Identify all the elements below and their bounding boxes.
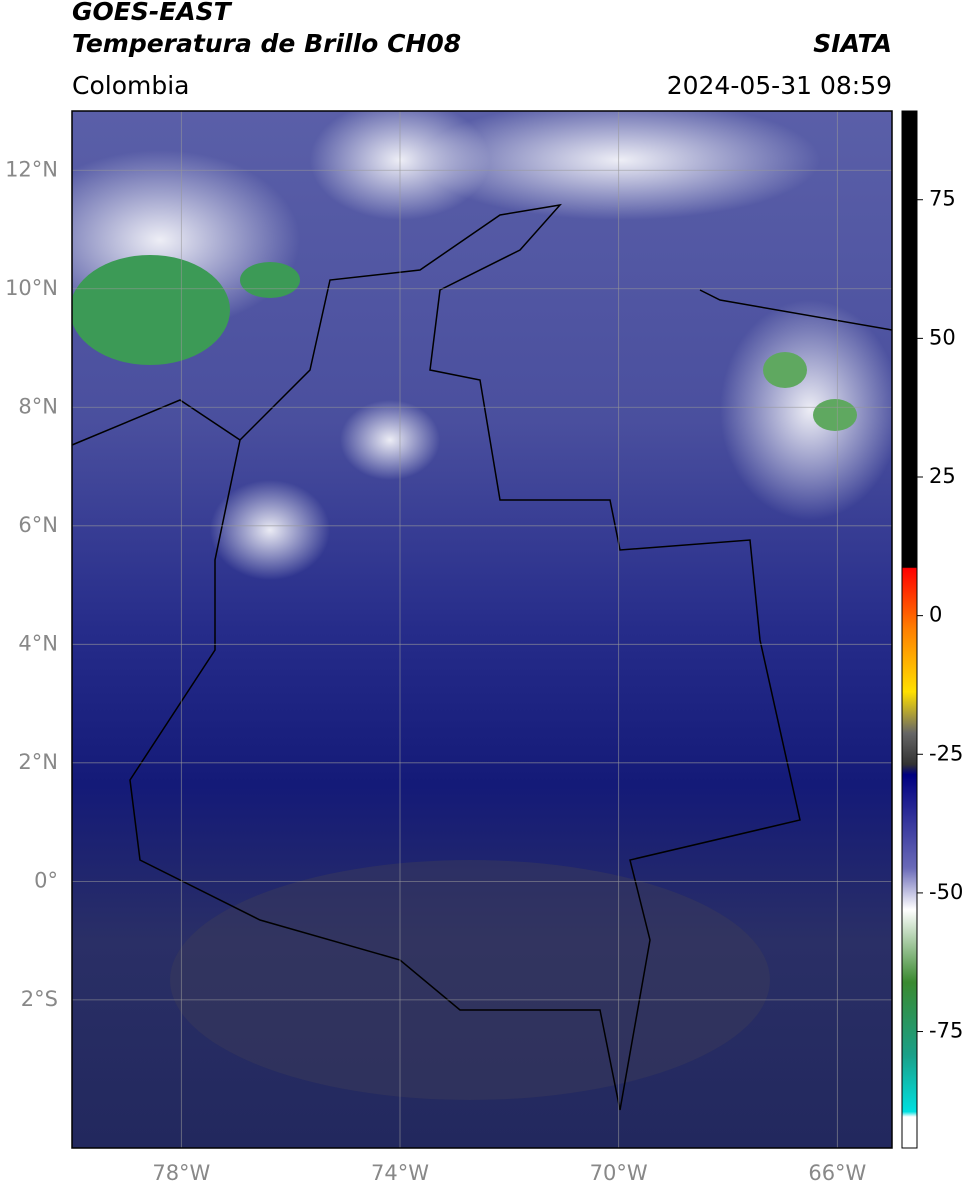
colorbar-tick-label: 0 xyxy=(929,603,942,627)
colorbar xyxy=(901,110,918,1149)
colorbar-tick-label: 50 xyxy=(929,325,956,349)
colorbar-tick-label: -50 xyxy=(929,880,963,904)
datetime: 2024-05-31 08:59 xyxy=(667,71,892,100)
y-tick-label: 0° xyxy=(34,868,58,892)
x-tick-label: 70°W xyxy=(590,1161,648,1185)
region: Colombia xyxy=(72,71,189,100)
y-tick-label: 10°N xyxy=(5,276,58,300)
y-tick-label: 2°S xyxy=(21,987,58,1011)
x-tick-label: 66°W xyxy=(808,1161,866,1185)
y-tick-label: 8°N xyxy=(18,394,58,418)
y-tick-label: 6°N xyxy=(18,513,58,537)
x-tick-label: 78°W xyxy=(152,1161,210,1185)
colorbar-tick-label: 75 xyxy=(929,187,956,211)
title: GOES-EAST xyxy=(72,0,233,26)
colorbar-tick-label: -25 xyxy=(929,741,963,765)
x-tick-label: 74°W xyxy=(371,1161,429,1185)
colorbar-tick-label: 25 xyxy=(929,464,956,488)
map-image xyxy=(72,111,892,1148)
y-tick-label: 4°N xyxy=(18,631,58,655)
subtitle: Temperatura de Brillo CH08 xyxy=(72,29,461,58)
y-tick-label: 2°N xyxy=(18,750,58,774)
map-frame xyxy=(71,110,893,1149)
source: SIATA xyxy=(813,29,892,58)
colorbar-tick-label: -75 xyxy=(929,1019,963,1043)
y-tick-label: 12°N xyxy=(5,157,58,181)
